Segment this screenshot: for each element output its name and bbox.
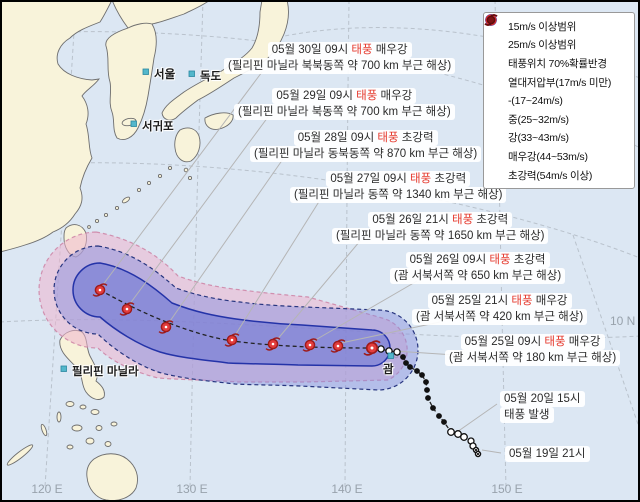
legend-item: -(17~24m/s) xyxy=(484,14,629,110)
city-markers xyxy=(60,68,394,372)
palawan xyxy=(6,444,34,466)
tropical-depression-icon xyxy=(485,14,503,89)
legend-item: 열대저압부(17m/s 미만) xyxy=(485,14,629,92)
legend-label: 열대저압부(17m/s 미만) xyxy=(508,76,612,89)
legend-label: 강(33~43m/s) xyxy=(508,132,569,145)
china-coast xyxy=(2,2,112,252)
legend-label: -(17~24m/s) xyxy=(508,94,563,107)
typhoon-super-icon xyxy=(484,14,503,182)
legend-item: 매우강(44~53m/s) xyxy=(484,14,629,166)
korea-peninsula xyxy=(105,22,157,140)
typhoon-strong-icon xyxy=(484,14,503,145)
typhoon-verystrong-icon xyxy=(484,14,503,163)
legend-label: 중(25~32m/s) xyxy=(508,113,569,126)
legend-label: 25m/s 이상범위 xyxy=(508,39,577,52)
tropical-depression-icons xyxy=(472,446,482,458)
legend-label: 매우강(44~53m/s) xyxy=(508,150,588,163)
past-typhoon-weak-icons xyxy=(447,428,477,450)
prob70-icon xyxy=(485,14,503,70)
legend-item: 25m/s 이상범위 xyxy=(485,14,629,55)
kyushu xyxy=(174,127,201,163)
landmasses xyxy=(2,2,399,500)
legend-label: 태풍위치 70%확률반경 xyxy=(508,57,607,70)
typhoon-weak-icon xyxy=(484,14,503,108)
leader-lines xyxy=(101,71,502,454)
legend-label: 15m/s 이상범위 xyxy=(508,20,577,33)
past-track xyxy=(377,345,482,458)
shikoku xyxy=(204,112,234,130)
range25-icon xyxy=(485,14,503,52)
manchuria xyxy=(112,2,208,29)
legend-item: 중(25~32m/s) xyxy=(484,14,629,129)
legend-label: 초강력(54m/s 이상) xyxy=(508,169,593,182)
typhoon-mid-icon xyxy=(484,14,503,126)
ryukyu-islands xyxy=(87,165,173,229)
philippine-islands xyxy=(6,401,138,500)
mindanao xyxy=(86,453,138,500)
legend-item: 15m/s 이상범위 xyxy=(485,14,629,36)
legend-item: 초강력(54m/s 이상) xyxy=(484,14,629,185)
legend-item: 태풍위치 70%확률반경 xyxy=(485,14,629,73)
legend-item: 강(33~43m/s) xyxy=(484,14,629,148)
